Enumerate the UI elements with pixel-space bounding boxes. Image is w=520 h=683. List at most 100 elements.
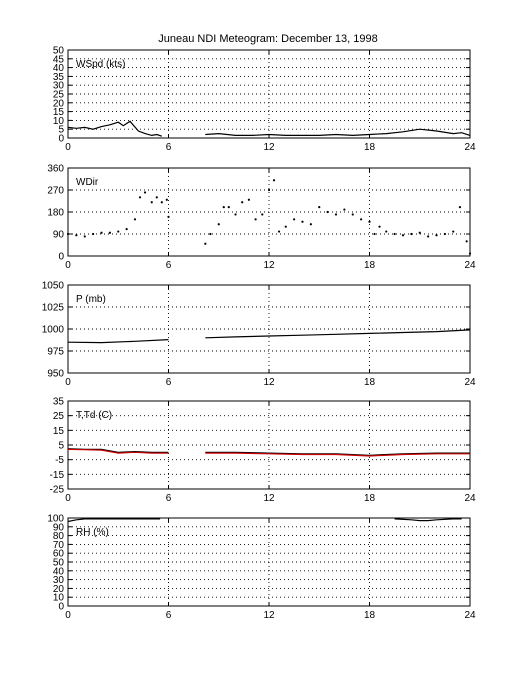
x-tick-label: 12 (263, 142, 275, 153)
data-point (272, 179, 276, 182)
data-point (343, 208, 346, 211)
data-point (204, 242, 207, 245)
data-point (160, 201, 163, 204)
data-point (117, 230, 120, 233)
x-tick-label: 0 (65, 260, 71, 271)
data-point (222, 206, 225, 209)
y-tick-label: 975 (47, 347, 64, 358)
y-tick-label: 20 (53, 584, 65, 595)
x-tick-label: 12 (263, 493, 275, 504)
y-tick-label: 45 (53, 54, 65, 65)
y-tick-label: 25 (53, 411, 65, 422)
data-point (293, 218, 296, 221)
x-tick-label: 24 (464, 377, 476, 388)
data-point (277, 230, 281, 233)
data-point (318, 206, 321, 209)
data-point (301, 220, 304, 223)
data-point (108, 231, 111, 234)
y-tick-label: 0 (58, 134, 64, 145)
x-tick-label: 12 (263, 610, 275, 621)
x-tick-label: 12 (263, 377, 275, 388)
data-point (393, 232, 396, 236)
x-tick-label: 12 (263, 260, 275, 271)
data-point (418, 231, 421, 234)
figure-title: Juneau NDI Meteogram: December 13, 1998 (158, 33, 378, 45)
data-point (443, 232, 446, 236)
data-point (150, 201, 153, 204)
y-tick-label: 40 (53, 566, 65, 577)
data-point (247, 198, 250, 201)
data-point (254, 218, 257, 221)
y-tick-label: 1025 (42, 303, 65, 314)
data-point (92, 232, 95, 236)
data-point (217, 223, 220, 226)
y-tick-label: 70 (53, 540, 65, 551)
data-point (427, 235, 430, 238)
y-tick-label: 50 (53, 46, 65, 57)
data-point (143, 191, 147, 194)
y-tick-label: 90 (53, 522, 65, 533)
series-line-1 (205, 128, 471, 137)
data-point (138, 196, 142, 199)
series-line-1 (67, 518, 161, 523)
x-tick-label: 24 (464, 610, 476, 621)
y-tick-label: 35 (53, 72, 65, 83)
x-tick-label: 0 (65, 142, 71, 153)
y-tick-label: 20 (53, 98, 65, 109)
data-point (468, 252, 472, 255)
y-tick-label: -25 (50, 485, 65, 496)
data-point (100, 231, 103, 234)
series-line-2 (67, 448, 169, 454)
y-tick-label: 80 (53, 531, 65, 542)
series-line-2 (205, 452, 470, 457)
x-tick-label: 6 (166, 377, 172, 388)
y-tick-label: 0 (58, 252, 64, 263)
data-point (241, 201, 244, 204)
data-point (334, 213, 338, 216)
y-tick-label: -5 (55, 455, 64, 466)
panel-label: RH (%) (76, 527, 109, 538)
x-tick-label: 0 (65, 377, 71, 388)
y-tick-label: 90 (53, 230, 65, 241)
data-point (378, 225, 381, 228)
data-point (66, 232, 70, 236)
panel-label: T,Td (C) (76, 410, 112, 421)
data-point (75, 234, 78, 237)
data-point (309, 223, 312, 226)
panel-label: WSpd (kts) (76, 59, 125, 70)
y-tick-label: 25 (53, 90, 65, 101)
data-point (458, 206, 462, 209)
series-line-1 (205, 451, 470, 456)
panel-2: 0 6 12 18 24 0 90 180 270 360 WDir (47, 164, 476, 272)
x-tick-label: 24 (464, 260, 476, 271)
x-tick-label: 18 (364, 493, 376, 504)
data-point (401, 234, 405, 237)
y-tick-label: 1000 (42, 325, 65, 336)
y-tick-label: -15 (50, 470, 65, 481)
x-tick-label: 18 (364, 260, 376, 271)
y-tick-label: 40 (53, 63, 65, 74)
y-tick-label: 60 (53, 549, 65, 560)
y-tick-label: 1050 (42, 281, 65, 292)
data-point (209, 232, 212, 236)
data-point (326, 210, 329, 214)
y-tick-label: 50 (53, 558, 65, 569)
y-tick-label: 15 (53, 426, 65, 437)
panel-label: WDir (76, 177, 99, 188)
y-tick-label: 10 (53, 116, 65, 127)
y-tick-label: 270 (47, 186, 64, 197)
y-tick-label: 15 (53, 107, 65, 118)
x-tick-label: 18 (364, 142, 376, 153)
data-point (351, 213, 354, 216)
x-tick-label: 24 (464, 142, 476, 153)
y-tick-label: 180 (47, 208, 64, 219)
data-point (227, 206, 230, 209)
data-point (155, 196, 158, 199)
y-tick-label: 30 (53, 81, 65, 92)
data-point (410, 232, 413, 236)
y-tick-label: 30 (53, 575, 65, 586)
y-tick-label: 0 (58, 602, 64, 613)
series-line-1 (67, 120, 162, 137)
